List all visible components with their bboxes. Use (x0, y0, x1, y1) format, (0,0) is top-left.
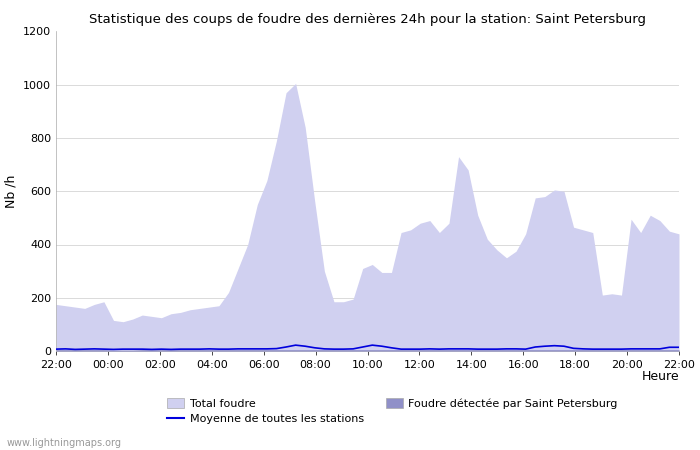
Text: www.lightningmaps.org: www.lightningmaps.org (7, 438, 122, 448)
Y-axis label: Nb /h: Nb /h (4, 175, 18, 208)
Title: Statistique des coups de foudre des dernières 24h pour la station: Saint Petersb: Statistique des coups de foudre des dern… (89, 13, 646, 26)
Text: Heure: Heure (641, 370, 679, 383)
Legend: Total foudre, Moyenne de toutes les stations, Foudre détectée par Saint Petersbu: Total foudre, Moyenne de toutes les stat… (167, 398, 617, 424)
